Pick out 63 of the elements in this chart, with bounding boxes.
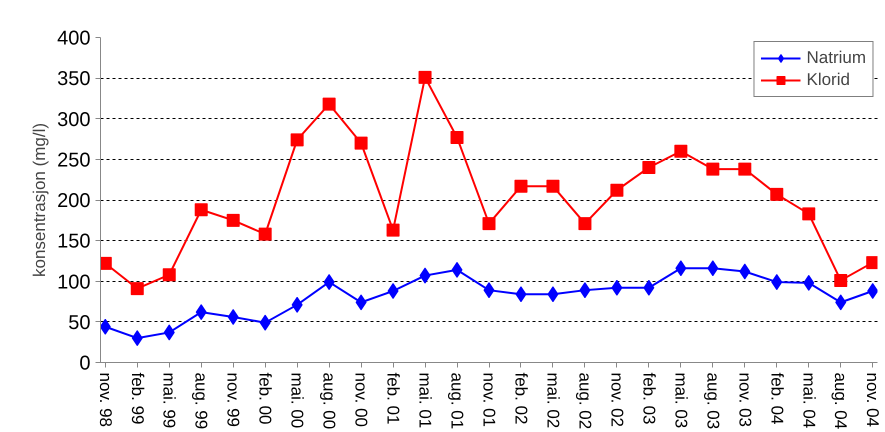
y-tick-label: 300 <box>57 108 91 131</box>
x-tick-label: aug. 01 <box>448 372 467 430</box>
x-tick-label: mai. 03 <box>671 372 690 428</box>
point <box>130 282 144 296</box>
x-tick-label: mai. 00 <box>288 372 307 428</box>
point <box>802 207 816 220</box>
legend-label: Natrium <box>806 48 866 68</box>
point <box>386 224 400 237</box>
y-axis-title: konsentrasjon (mg/l) <box>30 122 50 277</box>
x-tick-label: aug. 99 <box>192 372 211 430</box>
x-tick-label: nov. 02 <box>607 372 626 428</box>
point <box>194 203 208 216</box>
point <box>738 162 752 176</box>
x-tick-label: feb. 02 <box>511 372 530 424</box>
point <box>674 144 688 158</box>
x-tick-label: aug. 00 <box>320 372 339 430</box>
x-tick-label: feb. 04 <box>767 372 786 424</box>
point <box>290 133 304 146</box>
point <box>578 217 592 230</box>
point <box>546 180 560 193</box>
x-tick-label: aug. 02 <box>575 372 594 430</box>
x-tick-label: mai. 04 <box>799 372 818 428</box>
point <box>739 264 750 280</box>
x-tick-label: mai. 02 <box>543 372 562 428</box>
point <box>610 184 624 197</box>
point <box>834 274 848 287</box>
x-tick-label: nov. 01 <box>480 372 498 428</box>
point <box>482 217 496 230</box>
point <box>706 162 720 176</box>
y-tick-label: 0 <box>79 352 90 374</box>
point <box>418 70 432 84</box>
point <box>226 214 240 227</box>
y-tick-label: 150 <box>57 230 91 253</box>
point <box>514 180 528 193</box>
x-tick-label: aug. 03 <box>703 372 722 430</box>
x-tick-label: feb. 03 <box>639 372 658 424</box>
y-tick-label: 350 <box>57 68 91 90</box>
y-tick-label: 100 <box>57 271 91 294</box>
point <box>258 228 272 241</box>
x-tick-label: feb. 00 <box>256 372 275 424</box>
y-tick-label: 400 <box>57 28 91 50</box>
point <box>354 136 368 150</box>
x-tick-label: aug. 04 <box>831 372 850 430</box>
y-tick-label: 250 <box>57 149 91 172</box>
x-tick-label: nov. 04 <box>863 372 882 428</box>
x-tick-label: feb. 99 <box>128 372 147 424</box>
x-tick-label: feb. 01 <box>384 372 403 424</box>
legend-label: Klorid <box>806 70 850 90</box>
point <box>642 161 656 174</box>
point <box>322 98 336 111</box>
y-tick-label: 50 <box>68 312 91 334</box>
point <box>162 268 176 282</box>
point <box>388 283 399 299</box>
x-tick-label: mai. 01 <box>416 372 435 428</box>
x-tick-label: nov. 00 <box>352 372 371 428</box>
x-tick-label: mai. 99 <box>160 372 179 428</box>
point <box>450 130 464 144</box>
point <box>228 309 239 325</box>
x-tick-label: nov. 98 <box>96 372 115 428</box>
point <box>770 188 784 201</box>
y-tick-label: 200 <box>57 190 91 212</box>
x-tick-label: nov. 03 <box>735 372 754 428</box>
x-tick-label: nov. 99 <box>224 372 243 428</box>
